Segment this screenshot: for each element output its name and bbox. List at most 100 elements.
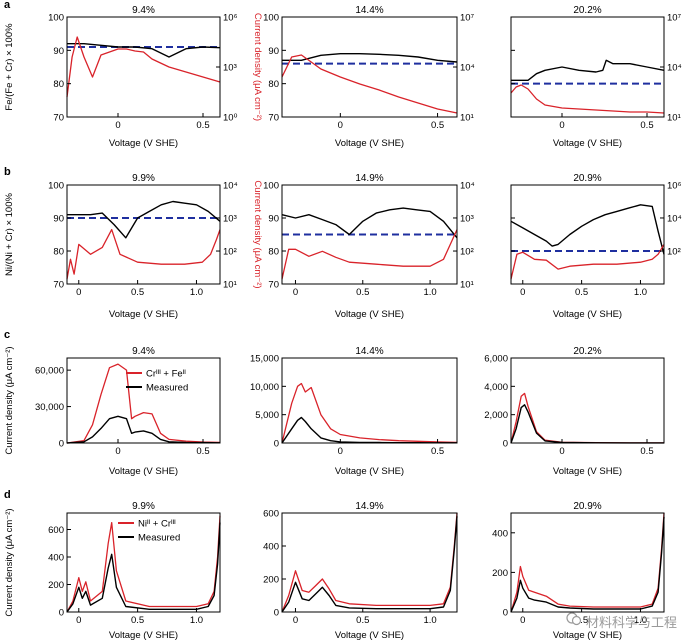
series-line-ni-fraction [510,204,665,255]
x-tick-label: 0.5 [431,446,444,457]
y-tick-label: 90 [268,214,279,225]
x-tick-label: 0.5 [575,287,588,298]
x-axis-label: Voltage (V SHE) [335,466,404,477]
x-axis-label: Voltage (V SHE) [553,630,622,641]
series-line-current-density-log-scale- [510,244,665,280]
right-y-tick-label: 10⁷ [667,13,682,24]
plot-frame [66,512,221,613]
chart-title: 14.9% [355,173,383,184]
chart-title: 14.4% [355,346,383,357]
series-line-cr-fe- [66,363,221,444]
series-line-current-density-log-scale- [281,229,458,280]
y-tick-label: 100 [263,13,279,24]
chart-title: 14.9% [355,501,383,512]
x-tick-label: 1.0 [190,615,203,626]
series-line-ni-cr- [510,512,665,613]
x-axis-label: Voltage (V SHE) [109,138,178,149]
chart-title: 9.9% [132,501,155,512]
right-y-tick-label: 10⁷ [460,13,475,24]
y-axis-label-left: Ni/(Ni + Cr) × 100% [4,193,15,276]
x-axis-label: Voltage (V SHE) [335,138,404,149]
chart-title: 20.2% [573,5,601,16]
right-y-tick-label: 10⁶ [667,181,682,192]
x-axis-label: Voltage (V SHE) [553,309,622,320]
y-axis-label-left: Current density (μA cm⁻²) [4,346,15,454]
series-line-cr-fe- [281,382,458,444]
x-tick-label: 0.5 [196,446,209,457]
x-axis-label: Voltage (V SHE) [553,466,622,477]
right-y-tick-label: 10⁴ [667,63,682,74]
x-tick-label: 0 [76,287,81,298]
x-tick-label: 0 [520,287,525,298]
y-tick-label: 600 [48,525,64,536]
plot-frame [66,16,221,118]
y-tick-label: 100 [48,13,64,24]
series-line-current-density-log-scale- [66,228,221,280]
y-tick-label: 0 [59,608,64,619]
x-tick-label: 0.5 [196,120,209,131]
y-tick-label: 400 [48,553,64,564]
x-tick-label: 0.5 [356,287,369,298]
chart-title: 9.4% [132,5,155,16]
x-tick-label: 0.5 [640,120,653,131]
right-y-tick-label: 10⁴ [223,181,238,192]
y-tick-label: 90 [53,46,64,57]
panel-letter-d: d [4,489,11,501]
x-tick-label: 0 [115,446,120,457]
plot-frame [281,357,458,444]
x-axis-label: Voltage (V SHE) [109,630,178,641]
chart-title: 9.9% [132,173,155,184]
right-y-tick-label: 10⁴ [460,63,475,74]
x-tick-label: 0 [338,446,343,457]
y-tick-label: 80 [53,247,64,258]
plot-frame [281,16,458,118]
y-tick-label: 0 [274,439,279,450]
right-y-tick-label: 10¹ [460,280,474,291]
y-tick-label: 70 [53,280,64,291]
series-line-ni-cr- [281,512,458,613]
x-tick-label: 0 [115,120,120,131]
series-line-ni-cr- [66,515,221,613]
x-tick-label: 0.5 [356,615,369,626]
x-tick-label: 1.0 [190,287,203,298]
y-tick-label: 2,000 [484,410,508,421]
y-tick-label: 0 [503,608,508,619]
y-tick-label: 6,000 [484,354,508,365]
right-y-tick-label: 10¹ [223,280,237,291]
series-line-measured [66,415,221,444]
right-y-tick-label: 10¹ [667,113,681,124]
x-tick-label: 0.5 [431,120,444,131]
x-tick-label: 0 [559,446,564,457]
x-tick-label: 1.0 [423,287,436,298]
plot-frame [510,184,665,285]
right-y-tick-label: 10² [460,247,474,258]
legend-label: Niᴵᴵ + Crᴵᴵᴵ [138,519,176,530]
y-tick-label: 80 [53,79,64,90]
y-tick-label: 200 [48,580,64,591]
y-tick-label: 0 [59,439,64,450]
x-axis-label: Voltage (V SHE) [553,138,622,149]
chart-title: 20.2% [573,346,601,357]
x-axis-label: Voltage (V SHE) [335,630,404,641]
x-tick-label: 0 [293,615,298,626]
x-tick-label: 1.0 [634,287,647,298]
plot-frame [510,357,665,444]
y-tick-label: 400 [492,528,508,539]
wechat-icon [566,612,582,626]
plot-frame [281,512,458,613]
series-line-measured [66,522,221,613]
y-tick-label: 70 [268,113,279,124]
series-line-measured [510,516,665,613]
y-tick-label: 100 [48,181,64,192]
y-tick-label: 200 [263,575,279,586]
series-line-fe-fraction [511,59,665,82]
x-tick-label: 0.5 [131,287,144,298]
right-y-tick-label: 10³ [223,63,237,74]
x-tick-label: 0 [293,287,298,298]
series-line-current-density-log-scale- [510,84,665,114]
series-line-current-density-log-scale- [281,54,458,114]
y-tick-label: 200 [492,568,508,579]
right-y-tick-label: 10³ [223,213,237,224]
chart-title: 20.9% [573,501,601,512]
